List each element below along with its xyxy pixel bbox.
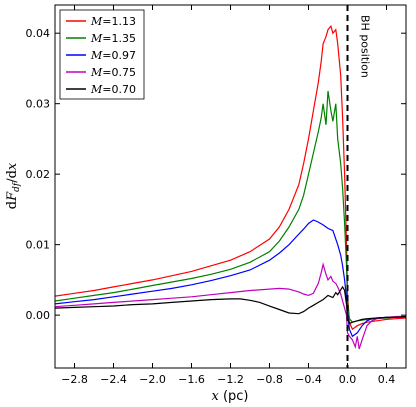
x-tick-label: −0.8 (256, 373, 283, 386)
x-axis: −2.8 −2.4 −2.0 −1.6 −1.2 −0.8 −0.4 0.0 0.4 (61, 5, 395, 386)
series-line-2 (55, 219, 406, 338)
series-line-3 (55, 262, 406, 350)
legend-label: M=0.97 (90, 49, 136, 62)
legend: M=1.13 M=1.35 M=0.97 M=0.75 M=0.70 (59, 9, 145, 100)
x-tick-label: −0.4 (295, 373, 322, 386)
y-tick-label: 0.02 (26, 168, 51, 181)
legend-label: M=0.75 (90, 66, 136, 79)
legend-label: M=1.13 (90, 15, 136, 28)
y-axis-label: dFdf/dx (5, 162, 22, 209)
x-tick-label: −2.4 (100, 373, 127, 386)
series-layer (55, 24, 406, 350)
y-tick-label: 0.03 (26, 98, 51, 111)
legend-label: M=1.35 (90, 32, 136, 45)
bh-position-annotation: BH position (359, 15, 372, 78)
x-tick-label: −1.2 (217, 373, 244, 386)
x-tick-label: −1.6 (178, 373, 205, 386)
x-tick-label: −2.8 (61, 373, 88, 386)
y-tick-label: 0.00 (26, 309, 51, 322)
x-tick-label: 0.4 (378, 373, 396, 386)
x-tick-label: −2.0 (139, 373, 166, 386)
y-tick-label: 0.01 (26, 239, 51, 252)
series-line-4 (55, 285, 406, 325)
series-line-0 (55, 24, 406, 331)
x-axis-label: x (pc) (211, 389, 248, 404)
y-tick-label: 0.04 (26, 27, 51, 40)
legend-label: M=0.70 (90, 83, 136, 96)
y-axis: 0.00 0.01 0.02 0.03 0.04 (26, 27, 406, 322)
x-tick-label: 0.0 (339, 373, 357, 386)
